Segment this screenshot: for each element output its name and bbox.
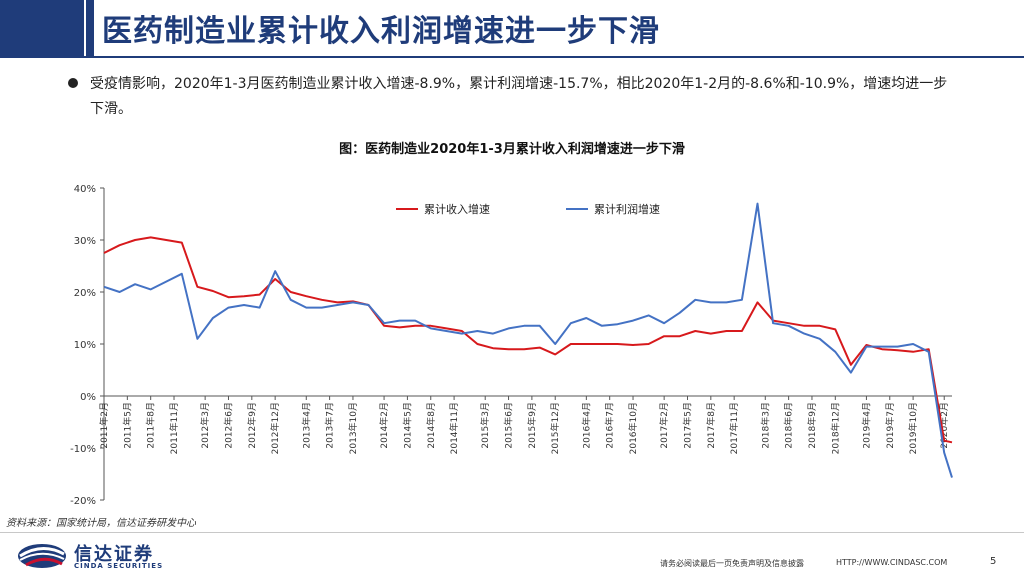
x-tick-label: 2019年4月 bbox=[860, 402, 872, 449]
x-tick-label: 2011年2月 bbox=[98, 402, 110, 449]
x-tick-label: 2015年3月 bbox=[479, 402, 491, 449]
x-tick-label: 2017年2月 bbox=[658, 402, 670, 449]
bullet-point-icon bbox=[68, 78, 78, 88]
x-tick-label: 2015年6月 bbox=[503, 402, 515, 449]
x-tick-label: 2019年7月 bbox=[884, 402, 896, 449]
x-tick-label: 2012年6月 bbox=[222, 402, 234, 449]
x-tick-label: 2012年3月 bbox=[199, 402, 211, 449]
y-tick-label: 30% bbox=[74, 236, 96, 247]
title-block-decoration bbox=[0, 0, 84, 56]
x-tick-label: 2013年10月 bbox=[347, 402, 359, 454]
x-tick-label: 2011年11月 bbox=[168, 402, 180, 454]
x-tick-label: 2018年9月 bbox=[806, 402, 818, 449]
x-tick-label: 2017年5月 bbox=[681, 402, 693, 449]
y-tick-label: -20% bbox=[70, 496, 96, 507]
x-tick-label: 2015年9月 bbox=[526, 402, 538, 449]
x-tick-label: 2014年8月 bbox=[425, 402, 437, 449]
legend: 累计收入增速 累计利润增速 bbox=[396, 202, 660, 216]
x-tick-label: 2016年10月 bbox=[627, 402, 639, 454]
legend-label: 累计利润增速 bbox=[594, 202, 660, 216]
legend-label: 累计收入增速 bbox=[424, 202, 490, 216]
x-tick-label: 2014年5月 bbox=[401, 402, 413, 449]
y-tick-label: 0% bbox=[80, 392, 96, 403]
source-note: 资料来源：国家统计局，信达证券研发中心 bbox=[6, 518, 196, 529]
x-tick-label: 2015年12月 bbox=[549, 402, 561, 454]
y-axis: -20% -10% 0% 10% 20% 30% 40% bbox=[70, 184, 105, 507]
website-url: HTTP://WWW.CINDASC.COM bbox=[836, 558, 948, 567]
company-logo: 信达证券 CINDA SECURITIES bbox=[16, 540, 176, 572]
x-tick-label: 2018年3月 bbox=[759, 402, 771, 449]
x-tick-label: 2011年5月 bbox=[121, 402, 133, 449]
x-tick-label: 2013年7月 bbox=[324, 402, 336, 449]
logo-english-text: CINDA SECURITIES bbox=[74, 562, 164, 570]
bullet-text: 受疫情影响，2020年1-3月医药制造业累计收入增速-8.9%，累计利润增速-1… bbox=[90, 76, 948, 117]
x-tick-label: 2018年12月 bbox=[829, 402, 841, 454]
series-layer bbox=[103, 202, 953, 478]
x-tick-label: 2014年2月 bbox=[378, 402, 390, 449]
x-tick-label: 2014年11月 bbox=[448, 402, 460, 454]
x-tick-label: 2018年6月 bbox=[783, 402, 795, 449]
x-tick-label: 2016年7月 bbox=[604, 402, 616, 449]
x-tick-label: 2011年8月 bbox=[145, 402, 157, 449]
page-number: 5 bbox=[990, 556, 997, 567]
logo-mark-icon bbox=[18, 544, 66, 568]
title-accent-decoration bbox=[86, 0, 94, 56]
series-line-revenue-growth bbox=[103, 236, 953, 444]
y-tick-label: 10% bbox=[74, 340, 96, 351]
x-tick-label: 2013年4月 bbox=[300, 402, 312, 449]
x-tick-label: 2012年12月 bbox=[269, 402, 281, 454]
x-axis: 2011年2月 2011年5月 2011年8月 2011年11月 2012年3月 2012… bbox=[98, 395, 952, 454]
x-tick-label: 2017年8月 bbox=[705, 402, 717, 449]
x-tick-label: 2019年10月 bbox=[907, 402, 919, 454]
y-tick-label: 40% bbox=[74, 184, 96, 195]
series-line-profit-growth bbox=[103, 202, 953, 478]
y-tick-label: 20% bbox=[74, 288, 96, 299]
disclaimer-text: 请务必阅读最后一页免责声明及信息披露 bbox=[660, 559, 804, 568]
title-underline bbox=[0, 56, 1024, 58]
y-tick-label: -10% bbox=[70, 444, 96, 455]
page-title: 医药制造业累计收入利润增速进一步下滑 bbox=[102, 14, 660, 49]
x-tick-label: 2016年4月 bbox=[580, 402, 592, 449]
logo-chinese-text: 信达证券 bbox=[74, 544, 154, 565]
chart-title: 图：医药制造业2020年1-3月累计收入利润增速进一步下滑 bbox=[339, 142, 685, 157]
footer-divider bbox=[0, 532, 1024, 533]
title-bar: 医药制造业累计收入利润增速进一步下滑 bbox=[0, 0, 1024, 58]
x-tick-label: 2017年11月 bbox=[728, 402, 740, 454]
x-tick-label: 2012年9月 bbox=[246, 402, 258, 449]
